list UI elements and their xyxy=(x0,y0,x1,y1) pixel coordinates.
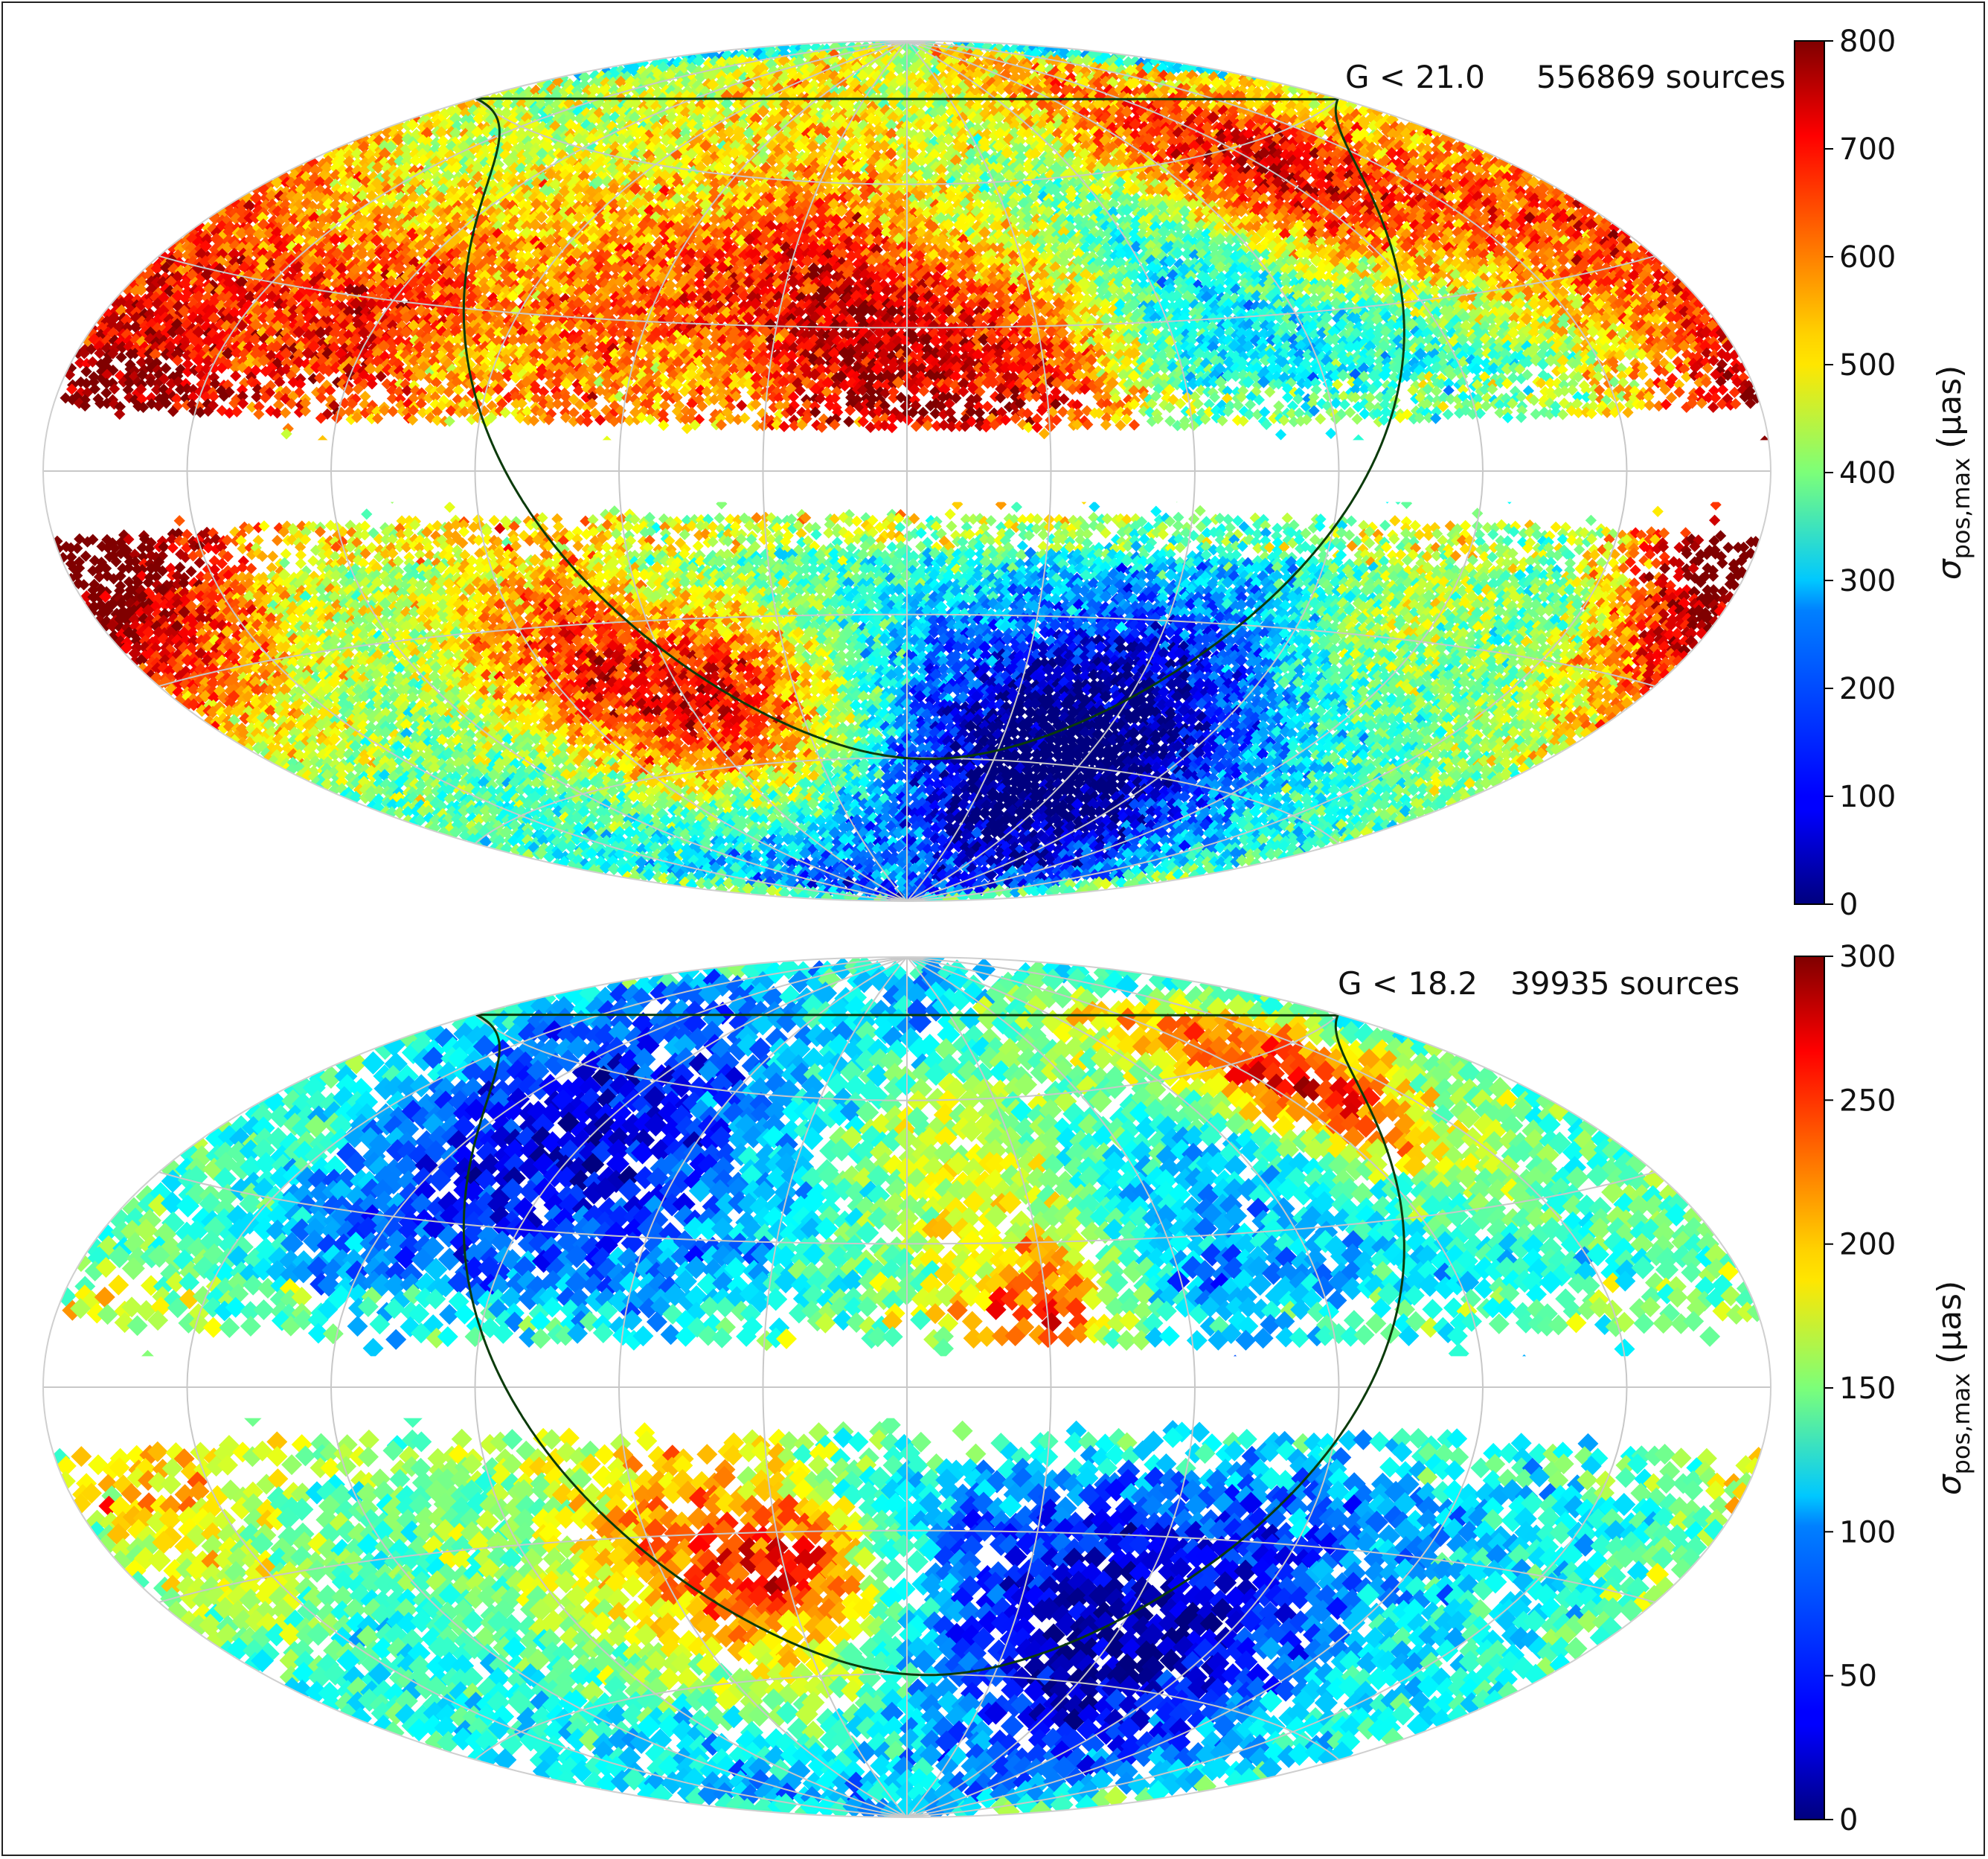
skymap-panel-top: G < 21.0 556869 sources 0100200300400500… xyxy=(43,25,1975,922)
figure-svg: G < 21.0 556869 sources 0100200300400500… xyxy=(0,0,1988,1859)
